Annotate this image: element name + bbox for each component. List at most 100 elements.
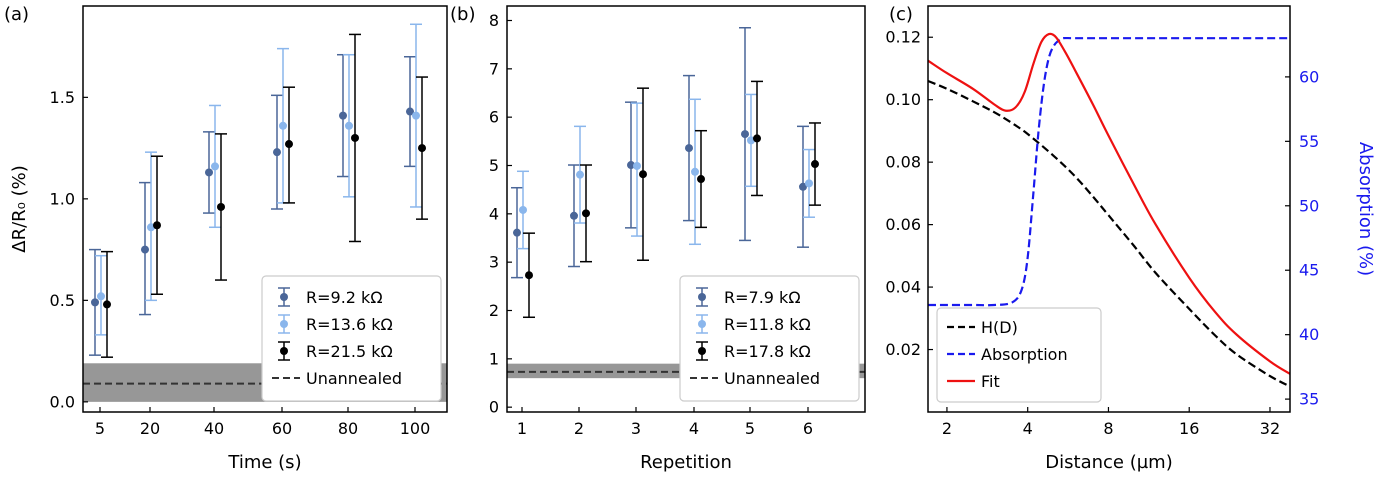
data-point — [753, 134, 761, 143]
legend-marker-dot — [698, 320, 706, 328]
data-point — [97, 292, 105, 301]
y-tick-label: 7 — [489, 59, 499, 78]
y-tick-label: 0.06 — [885, 215, 921, 234]
panel-label: (a) — [4, 4, 29, 25]
data-point — [697, 175, 705, 184]
data-point — [685, 144, 693, 153]
legend-label: R=17.8 kΩ — [724, 342, 811, 361]
y-tick-label: 0 — [489, 398, 499, 417]
data-point — [525, 271, 533, 280]
data-point — [406, 107, 414, 116]
y-tick-label: 1.0 — [50, 189, 75, 208]
legend-box — [679, 275, 860, 402]
x-tick-label: 4 — [1023, 419, 1033, 438]
panel-label: (b) — [450, 4, 475, 25]
y-tick-label: 8 — [489, 11, 499, 30]
x-tick-label: 4 — [689, 419, 699, 438]
data-point — [351, 133, 359, 142]
y-tick-label: 0.10 — [885, 90, 921, 109]
y-tick-label: 0.12 — [885, 28, 921, 47]
data-point — [205, 168, 213, 177]
plot-frame — [506, 5, 866, 413]
data-point — [418, 144, 426, 153]
legend-marker-dot — [280, 293, 288, 301]
series-line-absorption — [928, 36, 1290, 307]
legend: R=7.9 kΩ R=11.8 kΩ R=17.8 kΩ Unannealed — [679, 275, 860, 402]
legend-label: Unannealed — [724, 369, 820, 388]
data-point — [217, 202, 225, 211]
panel-c: 0.02 0.04 0.06 0.08 0.10 0.12 35 40 45 50 55 60 2 4 8 1… — [885, 4, 1376, 473]
y-tick-label: 4 — [489, 204, 499, 223]
data-point — [279, 121, 287, 130]
data-point — [691, 167, 699, 176]
x-tick-label: 5 — [745, 419, 755, 438]
series-line-fit — [928, 32, 1290, 375]
x-tick-label: 3 — [631, 419, 641, 438]
y-tick-label: 0.0 — [50, 392, 75, 411]
data-point — [741, 130, 749, 139]
legend-box — [936, 307, 1102, 403]
data-point — [639, 170, 647, 179]
y-right-axis-label: Absorption (%) — [1355, 142, 1376, 276]
legend-label: Absorption — [981, 345, 1068, 364]
data-point — [519, 205, 527, 214]
y-right-tick-label: 60 — [1299, 67, 1319, 86]
y-right-tick-label: 35 — [1299, 390, 1319, 409]
legend-label: R=7.9 kΩ — [724, 288, 801, 307]
panel-label: (c) — [889, 4, 913, 25]
x-tick-label: 16 — [1179, 419, 1199, 438]
data-point — [627, 161, 635, 170]
legend-label: R=13.6 kΩ — [306, 315, 393, 334]
x-tick-label: 8 — [1103, 419, 1113, 438]
data-point — [211, 162, 219, 171]
x-tick-label: 6 — [803, 419, 813, 438]
data-point — [103, 300, 111, 309]
x-tick-label: 100 — [400, 419, 431, 438]
y-tick-label: 0.04 — [885, 278, 921, 297]
plot-frame — [82, 5, 448, 413]
x-axis-label: Repetition — [640, 452, 732, 473]
y-axis-label: ΔR/R₀ (%) — [9, 165, 30, 252]
y-tick-label: 2 — [489, 301, 499, 320]
x-axis-label: Distance (µm) — [1045, 452, 1172, 473]
legend-label: Unannealed — [306, 369, 402, 388]
y-tick-label: 3 — [489, 253, 499, 272]
data-point — [805, 179, 813, 188]
legend: R=9.2 kΩ R=13.6 kΩ R=21.5 kΩ Unannealed — [261, 275, 442, 402]
legend-marker-dot — [698, 347, 706, 355]
x-tick-label: 1 — [517, 419, 527, 438]
data-point — [412, 111, 420, 120]
x-tick-label: 5 — [95, 419, 105, 438]
y-right-tick-label: 45 — [1299, 261, 1319, 280]
data-point — [570, 211, 578, 220]
data-point — [582, 209, 590, 218]
data-point — [811, 160, 819, 169]
y-right-tick-label: 50 — [1299, 196, 1319, 215]
x-tick-label: 32 — [1260, 419, 1280, 438]
legend-label: H(D) — [981, 318, 1018, 337]
data-point — [141, 245, 149, 254]
data-point — [91, 298, 99, 307]
y-tick-label: 0.5 — [50, 291, 75, 310]
legend-label: R=9.2 kΩ — [306, 288, 383, 307]
legend-marker-dot — [280, 347, 288, 355]
x-axis-label: Time (s) — [227, 452, 301, 473]
y-right-tick-label: 40 — [1299, 325, 1319, 344]
legend-box — [261, 275, 442, 402]
data-point — [285, 140, 293, 149]
data-point — [339, 111, 347, 120]
y-tick-label: 1.5 — [50, 88, 75, 107]
data-point — [345, 121, 353, 130]
legend-label: R=21.5 kΩ — [306, 342, 393, 361]
data-point — [273, 148, 281, 157]
y-tick-label: 5 — [489, 156, 499, 175]
legend-marker-dot — [698, 293, 706, 301]
legend: H(D) Absorption Fit — [936, 307, 1102, 403]
legend-marker-dot — [280, 320, 288, 328]
data-point — [147, 223, 155, 232]
legend-label: R=11.8 kΩ — [724, 315, 811, 334]
y-tick-label: 1 — [489, 349, 499, 368]
y-tick-label: 0.02 — [885, 340, 921, 359]
y-right-tick-label: 55 — [1299, 132, 1319, 151]
